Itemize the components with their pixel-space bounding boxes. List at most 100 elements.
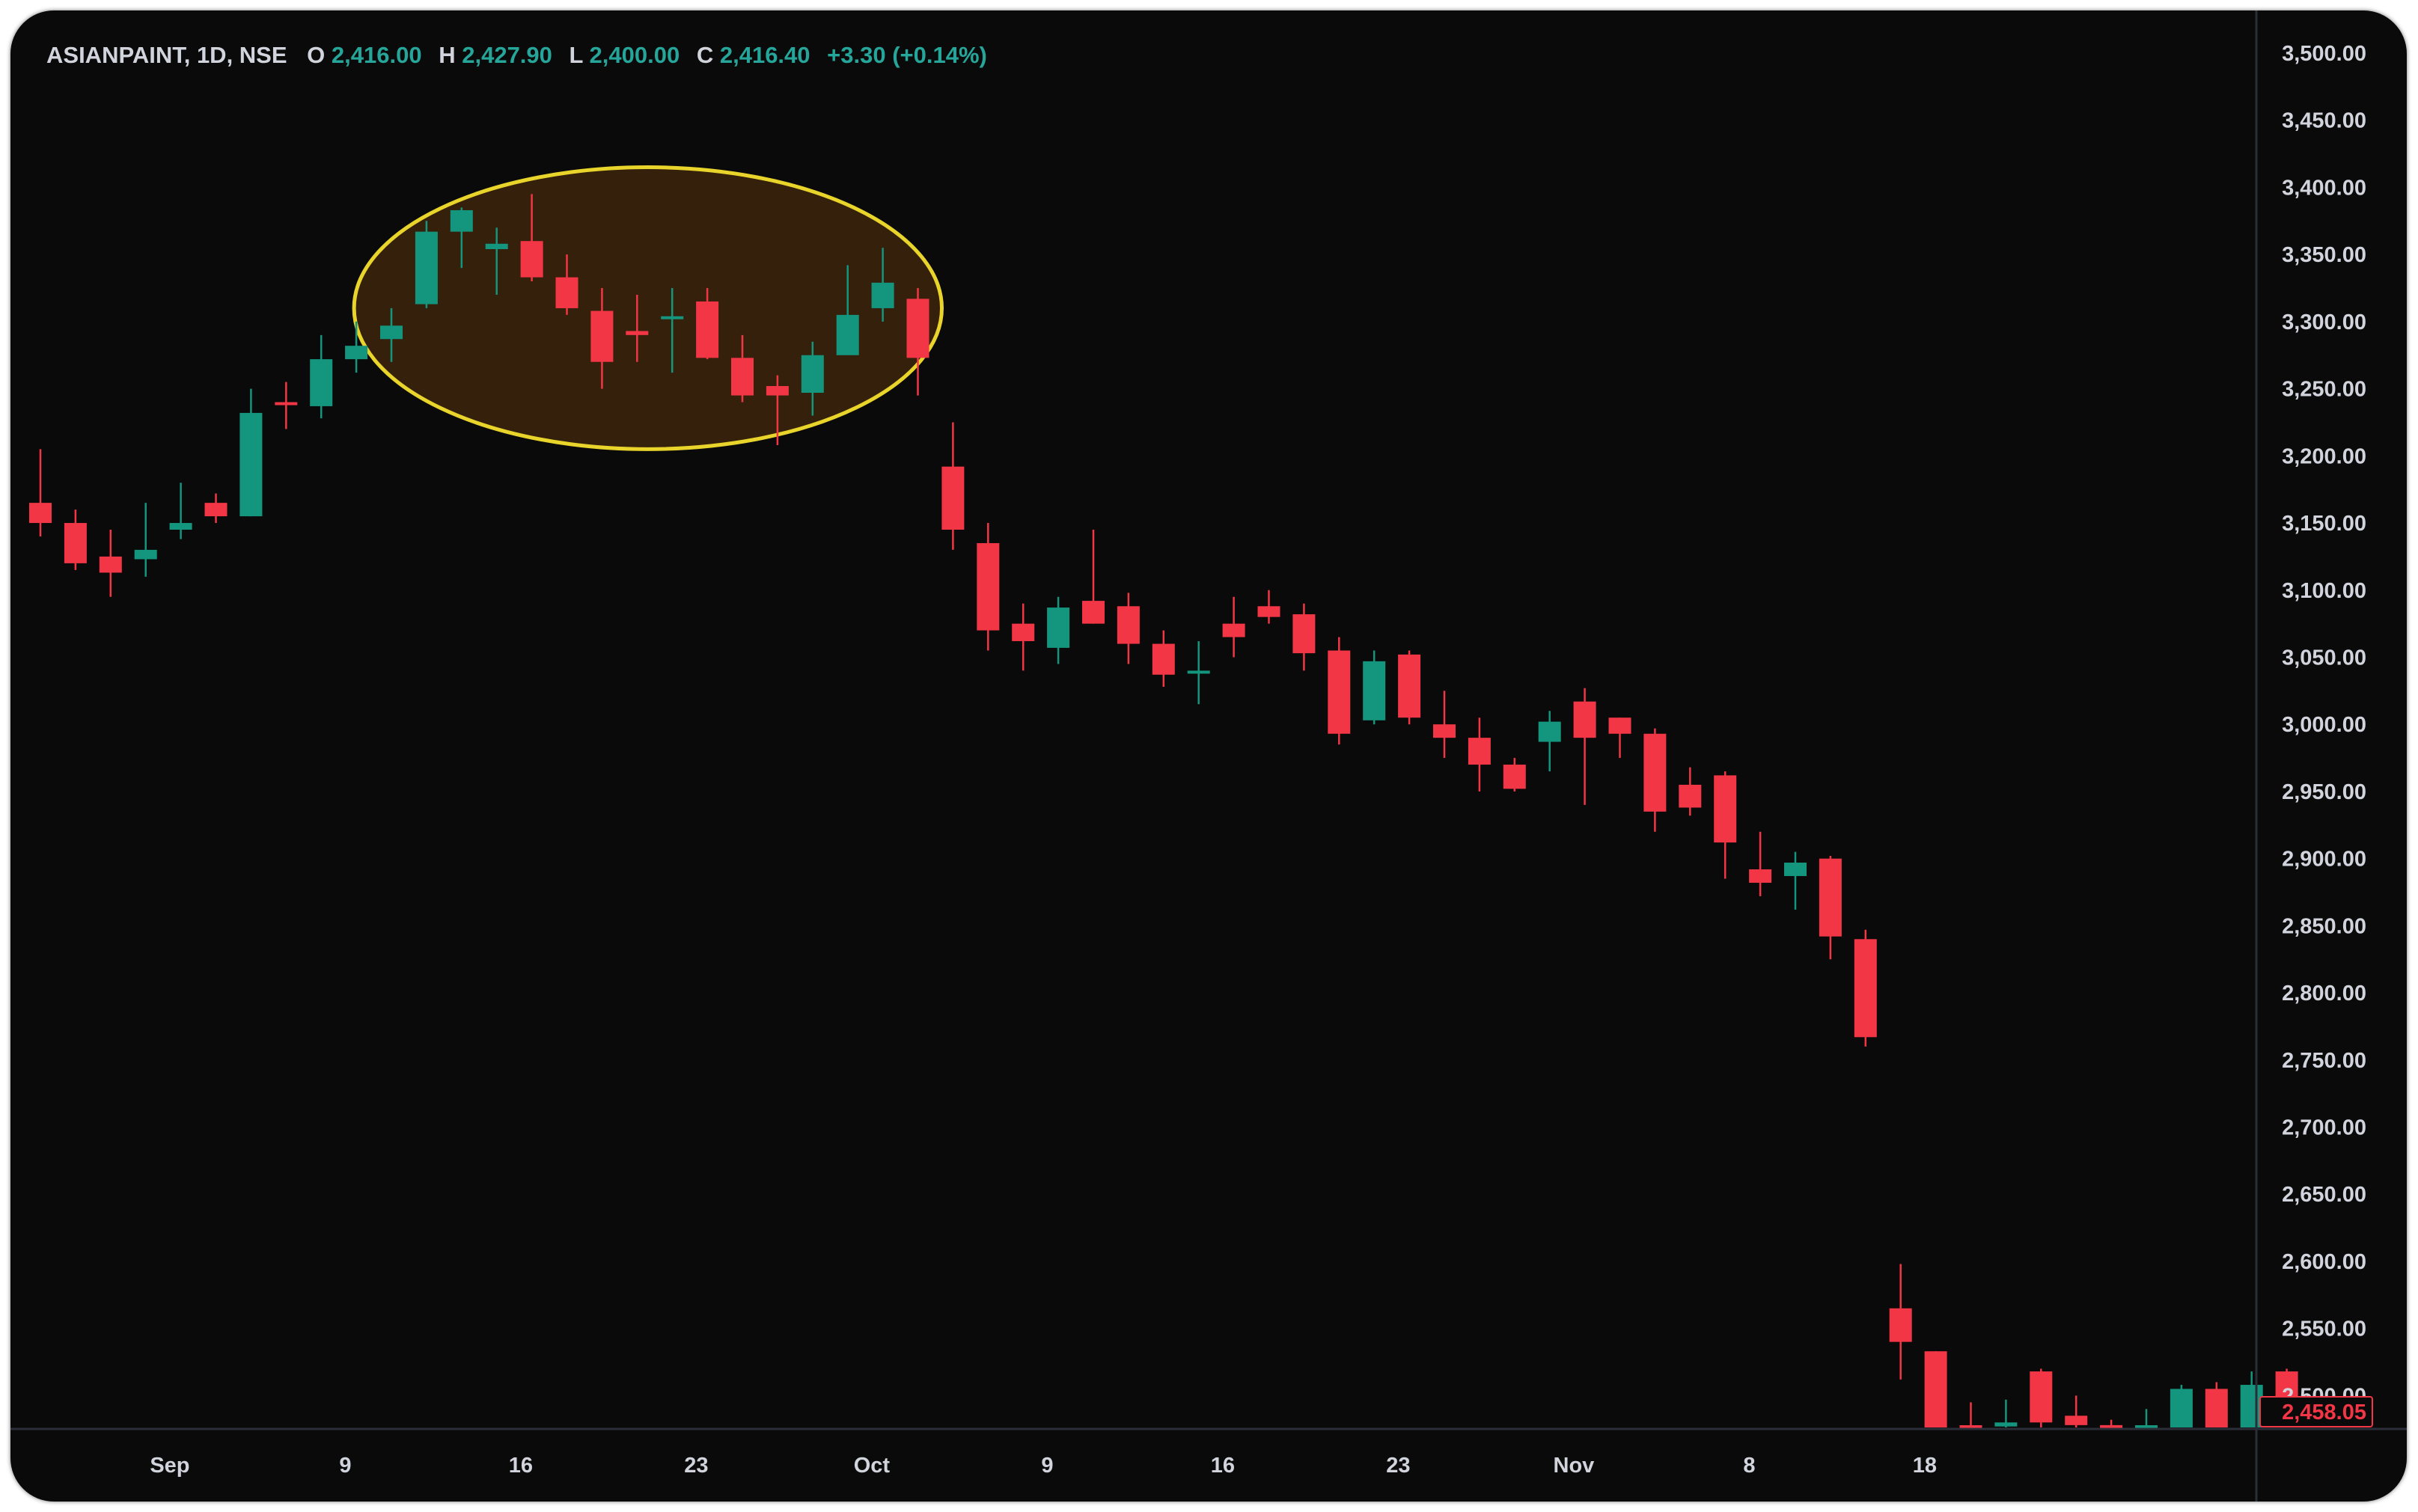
candle[interactable] [450, 207, 473, 269]
candle[interactable] [1257, 590, 1280, 624]
candle[interactable] [661, 288, 684, 373]
candle[interactable] [99, 530, 122, 597]
date-tick-label: 18 [1913, 1454, 1937, 1478]
candle[interactable] [731, 334, 754, 403]
candle-body [1714, 775, 1737, 843]
date-tick-label: 8 [1743, 1454, 1755, 1478]
candle[interactable] [977, 523, 1000, 651]
candle-body [1679, 784, 1702, 808]
candle[interactable] [1889, 1264, 1912, 1380]
candle-body [1363, 661, 1386, 720]
price-tick-label: 2,800.00 [2282, 982, 2366, 1006]
date-tick-label: Oct [854, 1454, 891, 1478]
candle[interactable] [169, 483, 192, 539]
candle[interactable] [2030, 1368, 2053, 1427]
candle-body [310, 359, 333, 406]
candle-body [1468, 738, 1491, 765]
date-tick-label: 9 [339, 1454, 351, 1478]
date-tick-label: 9 [1041, 1454, 1053, 1478]
change-value: +3.30 (+0.14%) [827, 42, 987, 68]
candle[interactable] [275, 382, 298, 429]
candle-body [1749, 869, 1772, 883]
candle[interactable] [1152, 630, 1175, 687]
price-tick-label: 2,750.00 [2282, 1049, 2366, 1073]
candle[interactable] [626, 294, 649, 362]
candle[interactable] [801, 341, 824, 416]
open-label: O [307, 42, 325, 68]
candle-body [1433, 724, 1456, 738]
candle[interactable] [555, 254, 578, 315]
price-tick-label: 2,950.00 [2282, 780, 2366, 804]
candle[interactable] [766, 375, 789, 445]
candle[interactable] [1328, 637, 1351, 745]
symbol-label[interactable]: ASIANPAINT, 1D, NSE [46, 42, 287, 68]
candle[interactable] [2135, 1409, 2158, 1428]
candle[interactable] [590, 288, 614, 389]
candle-body [2170, 1389, 2193, 1427]
candle[interactable] [1433, 691, 1456, 759]
candle-body [696, 301, 719, 358]
candlestick-chart[interactable]: 3,500.00 3,450.00 3,400.00 3,350.00 3,300.00… [10, 10, 2407, 1502]
candle[interactable] [1047, 596, 1070, 664]
candle[interactable] [380, 307, 403, 362]
candle[interactable] [1924, 1351, 1947, 1427]
candle[interactable] [2100, 1419, 2123, 1428]
candle[interactable] [204, 493, 228, 524]
candle[interactable] [345, 321, 368, 373]
time-axis[interactable]: Sep 9 16 23 Oct 9 16 23 Nov 8 18 [150, 1454, 1937, 1478]
candle[interactable] [1363, 650, 1386, 725]
candle-body [29, 503, 52, 524]
open-value: 2,416.00 [332, 42, 422, 68]
candle[interactable] [906, 288, 929, 396]
candle[interactable] [310, 334, 333, 419]
candle[interactable] [2240, 1371, 2263, 1427]
candle[interactable] [2170, 1385, 2193, 1427]
candle-body [2205, 1389, 2228, 1427]
candle[interactable] [2065, 1395, 2088, 1427]
candle[interactable] [1082, 530, 1105, 624]
candle[interactable] [64, 509, 87, 570]
candle[interactable] [1959, 1402, 1982, 1428]
low-value: 2,400.00 [590, 42, 680, 68]
price-axis[interactable]: 3,500.00 3,450.00 3,400.00 3,350.00 3,300.00… [2282, 42, 2366, 1408]
candle[interactable] [1503, 758, 1526, 792]
candle[interactable] [1608, 717, 1631, 759]
candle[interactable] [1222, 596, 1245, 658]
candle[interactable] [1573, 688, 1596, 805]
candle[interactable] [1398, 650, 1421, 725]
candle[interactable] [1749, 831, 1772, 896]
candle[interactable] [134, 503, 157, 577]
candle[interactable] [29, 449, 52, 536]
candle[interactable] [1679, 767, 1702, 816]
candle[interactable] [485, 227, 508, 295]
candle[interactable] [836, 265, 859, 355]
candle[interactable] [1292, 603, 1316, 671]
candle[interactable] [1012, 603, 1035, 671]
candle[interactable] [415, 221, 438, 308]
candle[interactable] [1819, 856, 1842, 960]
candle[interactable] [1994, 1399, 2018, 1427]
candle[interactable] [871, 248, 894, 322]
candle-body [2065, 1415, 2088, 1425]
candle[interactable] [1187, 640, 1210, 705]
price-tick-label: 2,900.00 [2282, 848, 2366, 872]
price-tick-label: 3,400.00 [2282, 176, 2366, 200]
candle[interactable] [1468, 717, 1491, 792]
candle[interactable] [520, 194, 543, 282]
date-tick-label: 23 [684, 1454, 708, 1478]
close-value: 2,416.40 [720, 42, 810, 68]
candle[interactable] [2205, 1382, 2228, 1427]
candle[interactable] [696, 288, 719, 360]
highlight-ellipse[interactable] [352, 165, 944, 451]
candle-body [977, 542, 1000, 631]
candle[interactable] [1643, 728, 1667, 832]
candle[interactable] [941, 422, 965, 550]
candle-body [1222, 623, 1245, 637]
candle[interactable] [1117, 593, 1140, 664]
candle[interactable] [1538, 711, 1561, 772]
candle[interactable] [1854, 929, 1877, 1047]
candle-body [906, 299, 929, 358]
candle[interactable] [239, 388, 263, 517]
candle[interactable] [1784, 851, 1807, 910]
candle[interactable] [1714, 771, 1737, 879]
